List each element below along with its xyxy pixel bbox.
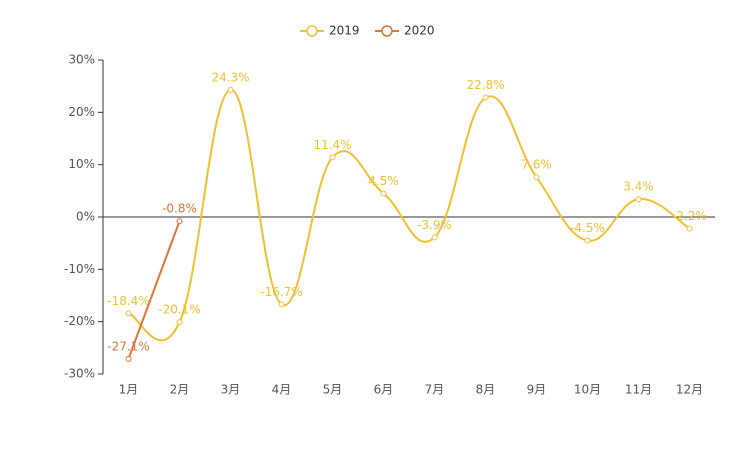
x-tick-label: 2月 [170, 383, 190, 397]
x-tick-label: 11月 [625, 383, 652, 397]
point [278, 301, 285, 308]
point [125, 310, 132, 317]
point [482, 94, 489, 101]
legend-icon [306, 25, 318, 37]
point [125, 355, 132, 362]
y-tick-label: 20% [68, 105, 95, 119]
x-tick-label: 1月 [119, 383, 139, 397]
value-label: -18.4% [107, 294, 149, 308]
point [329, 154, 336, 161]
value-label: 24.3% [211, 70, 249, 84]
series-line [128, 88, 691, 342]
x-tick-label: 5月 [323, 383, 343, 397]
y-tick-label: 30% [68, 53, 95, 67]
legend-label: 2020 [404, 24, 435, 38]
x-tick-label: 6月 [374, 383, 394, 397]
value-label: 11.4% [313, 138, 351, 152]
point [380, 190, 387, 197]
value-label: 3.4% [623, 180, 654, 194]
y-tick-label: -10% [64, 262, 95, 276]
x-tick-label: 10月 [574, 383, 601, 397]
y-tick-label: -20% [64, 314, 95, 328]
y-tick-label: -30% [64, 367, 95, 381]
point [431, 234, 438, 241]
point [533, 174, 540, 181]
x-tick-label: 3月 [221, 383, 241, 397]
x-tick-label: 12月 [676, 383, 703, 397]
y-tick-label: 0% [76, 210, 95, 224]
value-label: -2.2% [672, 209, 707, 223]
value-label: -3.9% [417, 218, 452, 232]
legend-label: 2019 [329, 24, 360, 38]
y-tick-label: 10% [68, 157, 95, 171]
value-label: 22.8% [466, 78, 504, 92]
x-tick-label: 4月 [272, 383, 292, 397]
value-label: -0.8% [162, 202, 197, 216]
point [227, 86, 234, 93]
point [584, 237, 591, 244]
x-tick-label: 8月 [476, 383, 496, 397]
value-label: 7.6% [521, 158, 552, 172]
value-label: -27.1% [107, 339, 149, 353]
value-label: -16.7% [260, 285, 302, 299]
value-label: 4.5% [368, 174, 399, 188]
point [176, 319, 183, 326]
series-line [127, 220, 181, 360]
x-tick-label: 7月 [425, 383, 445, 397]
point [635, 196, 642, 203]
point [686, 225, 693, 232]
legend-icon [381, 25, 393, 37]
value-label: -20.1% [158, 303, 200, 317]
point [176, 218, 183, 225]
value-label: -4.5% [570, 221, 605, 235]
x-tick-label: 9月 [527, 383, 547, 397]
